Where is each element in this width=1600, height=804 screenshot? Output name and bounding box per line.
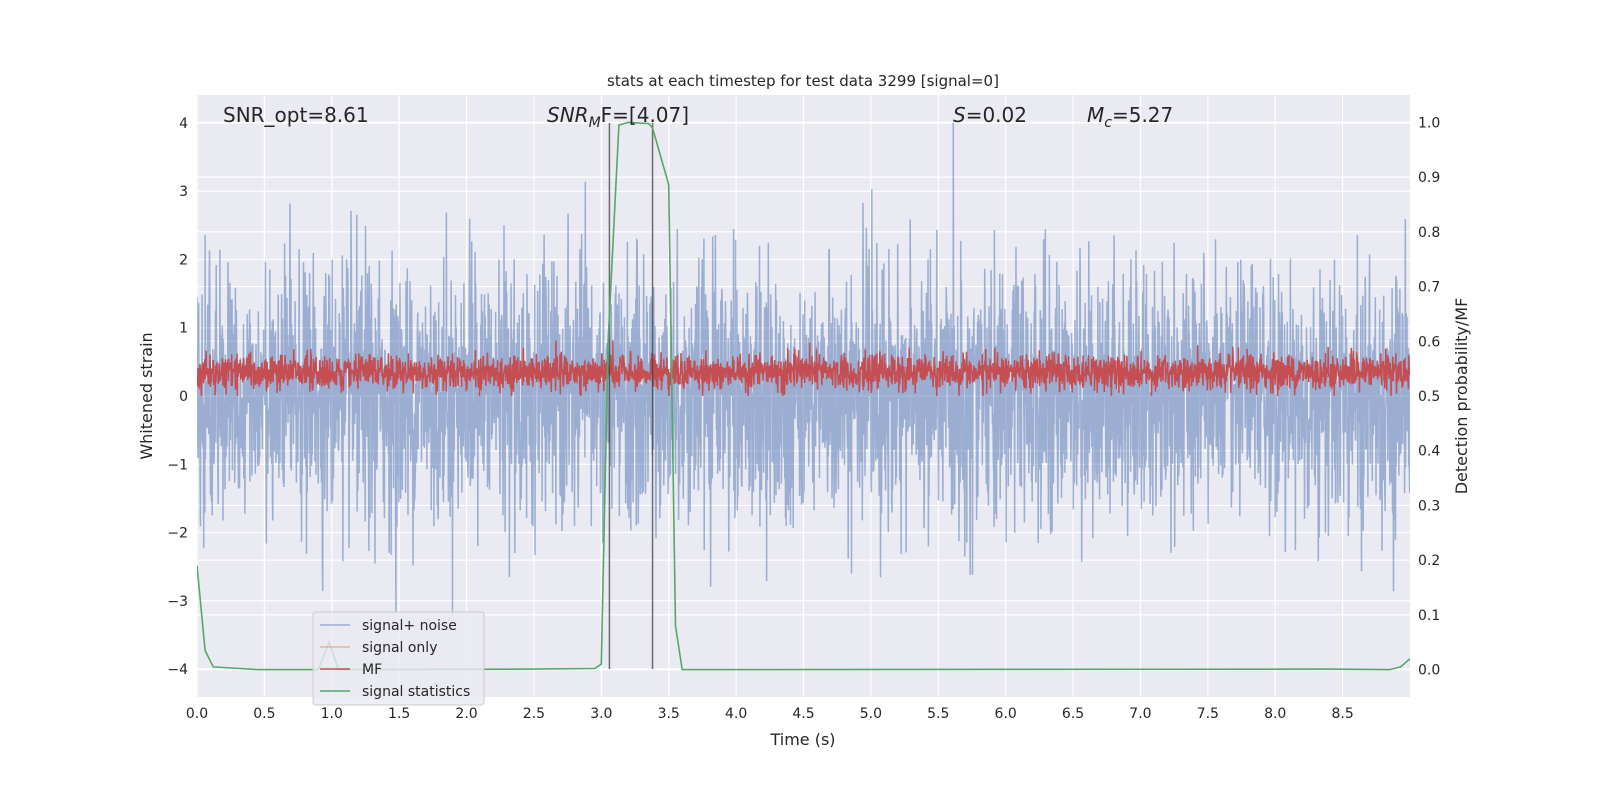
- y-tick-label: −1: [167, 457, 188, 473]
- y-right-tick-label: 0.5: [1418, 389, 1440, 405]
- x-tick-label: 5.5: [927, 706, 949, 722]
- y-right-tick-label: 0.0: [1418, 663, 1440, 679]
- y-axis-label: Whitened strain: [137, 332, 156, 459]
- legend: signal+ noise signal only MF signal stat…: [313, 612, 484, 705]
- x-tick-label: 6.5: [1062, 706, 1084, 722]
- snr-mf-subscript: M: [589, 115, 601, 131]
- x-tick-label: 4.5: [792, 706, 814, 722]
- s-value: =0.02: [966, 103, 1027, 127]
- x-axis-label: Time (s): [769, 730, 835, 749]
- y-tick-label: 3: [179, 184, 188, 200]
- chart-title: stats at each timestep for test data 329…: [607, 72, 999, 90]
- annotation-s: S=0.02: [953, 103, 1027, 127]
- y-tick-label: 1: [179, 321, 188, 337]
- x-tick-label: 5.0: [860, 706, 882, 722]
- y-right-tick-label: 0.3: [1418, 498, 1440, 514]
- snr-mf-value: F=[4.07]: [601, 103, 689, 127]
- legend-label-signal-statistics: signal statistics: [362, 684, 470, 700]
- x-tick-label: 1.0: [321, 706, 343, 722]
- y-tick-label: −2: [167, 526, 188, 542]
- y-right-tick-label: 0.4: [1418, 444, 1440, 460]
- x-tick-label: 3.0: [590, 706, 612, 722]
- legend-label-signal-only: signal only: [362, 640, 437, 656]
- legend-label-signal-noise: signal+ noise: [362, 618, 457, 634]
- snr-mf-symbol: SNR: [547, 103, 589, 127]
- s-symbol: S: [953, 103, 966, 127]
- y-tick-label: −4: [167, 662, 188, 678]
- y-tick-label: −3: [167, 594, 188, 610]
- x-tick-label: 1.5: [388, 706, 410, 722]
- annotation-mc: Mc=5.27: [1087, 103, 1173, 131]
- y-tick-label: 2: [179, 252, 188, 268]
- y-right-tick-label: 0.2: [1418, 553, 1440, 569]
- y-tick-label: 4: [179, 116, 188, 132]
- y-right-tick-label: 0.1: [1418, 608, 1440, 624]
- x-tick-label: 2.5: [523, 706, 545, 722]
- y-right-tick-label: 0.9: [1418, 170, 1440, 186]
- mc-symbol: M: [1087, 103, 1104, 127]
- x-tick-label: 2.0: [455, 706, 477, 722]
- y-axis-right-label: Detection probability/MF: [1452, 298, 1471, 495]
- x-tick-label: 7.5: [1197, 706, 1219, 722]
- y-right-tick-label: 0.7: [1418, 280, 1440, 296]
- x-tick-label: 0.5: [253, 706, 275, 722]
- y-tick-label: 0: [179, 389, 188, 405]
- y-right-tick-label: 0.8: [1418, 225, 1440, 241]
- x-tick-label: 3.5: [658, 706, 680, 722]
- x-tick-label: 8.0: [1264, 706, 1286, 722]
- legend-label-mf: MF: [362, 662, 382, 678]
- y-right-tick-label: 1.0: [1418, 115, 1440, 131]
- annotation-snr-mf: SNRMF=[4.07]: [547, 103, 689, 131]
- mc-value: =5.27: [1112, 103, 1173, 127]
- y-right-tick-label: 0.6: [1418, 334, 1440, 350]
- x-tick-label: 0.0: [186, 706, 208, 722]
- x-tick-label: 4.0: [725, 706, 747, 722]
- x-tick-label: 6.0: [995, 706, 1017, 722]
- x-tick-label: 7.0: [1129, 706, 1151, 722]
- annotation-snr-opt: SNR_opt=8.61: [223, 103, 369, 127]
- x-tick-label: 8.5: [1331, 706, 1353, 722]
